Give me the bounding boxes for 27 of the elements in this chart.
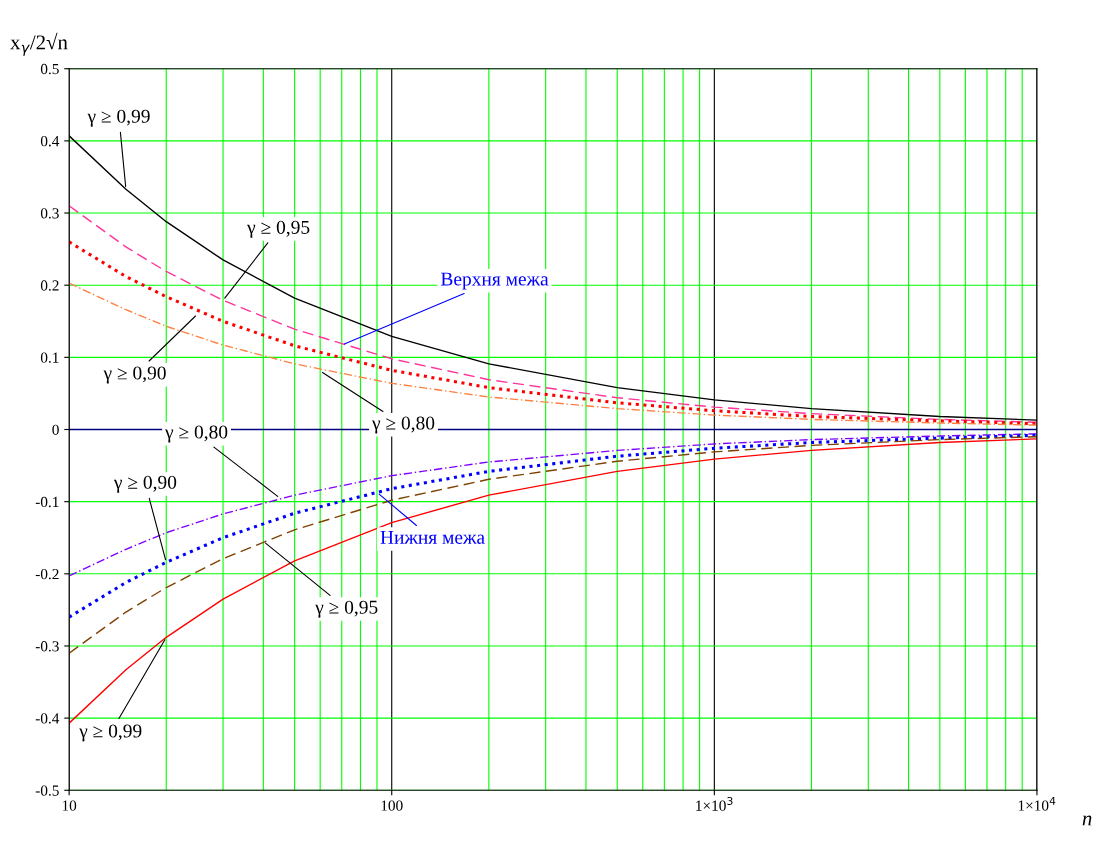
annotation: γ ≥ 0,95 bbox=[315, 600, 378, 618]
y-tick-label: -0.2 bbox=[35, 568, 59, 580]
x-tick-label: 1×10$^{4}$ bbox=[1018, 796, 1056, 811]
y-tick-label: 0.1 bbox=[40, 352, 59, 363]
x-tick-label: 1×10$^{3}$ bbox=[696, 796, 733, 811]
y-tick-label: 0.3 bbox=[40, 208, 59, 219]
y-tick-label: -0.4 bbox=[35, 713, 60, 724]
y-tick-label: -0.3 bbox=[35, 641, 59, 652]
y-tick-label: -0.5 bbox=[35, 785, 59, 796]
y-tick-label: 0 bbox=[52, 424, 59, 435]
y-tick-label: 0.2 bbox=[40, 280, 59, 291]
x-axis-title: n bbox=[1082, 815, 1092, 826]
annotation: Нижня межа bbox=[380, 530, 485, 544]
annotation: Верхня межа bbox=[440, 272, 549, 290]
y-axis-title: x$_{γ}$/2√n bbox=[10, 32, 68, 56]
y-tick-label: -0.1 bbox=[35, 496, 59, 508]
annotation: γ ≥ 0,95 bbox=[247, 220, 310, 238]
annotation: γ ≥ 0,99 bbox=[79, 724, 142, 742]
annotation: γ ≥ 0,99 bbox=[87, 109, 150, 127]
annotation: γ ≥ 0,90 bbox=[103, 366, 166, 384]
x-tick-label: 10 bbox=[62, 800, 77, 811]
annotation: γ ≥ 0,80 bbox=[164, 425, 228, 443]
annotation: γ ≥ 0,80 bbox=[371, 416, 435, 434]
x-tick-label: 100 bbox=[381, 800, 403, 811]
y-tick-label: 0.4 bbox=[40, 136, 60, 147]
annotation: γ ≥ 0,90 bbox=[113, 475, 177, 493]
y-tick-label: 0.5 bbox=[40, 63, 59, 75]
